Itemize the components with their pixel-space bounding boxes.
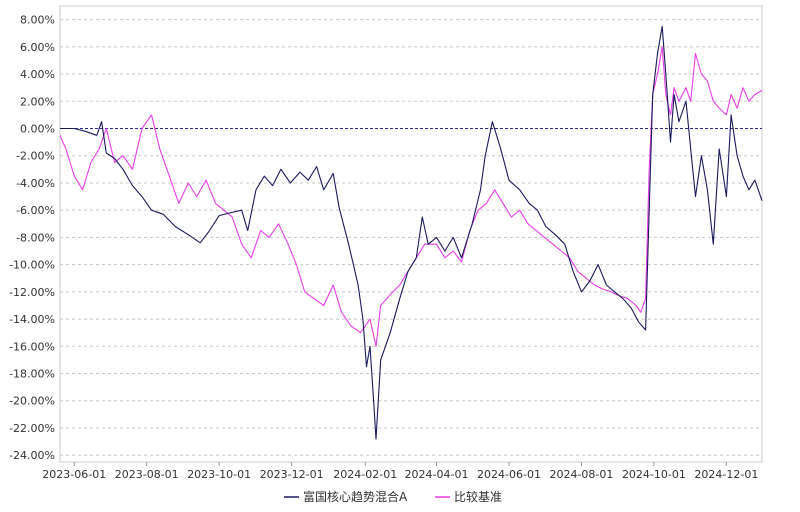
series-line-fund [60,25,763,440]
x-tick-label: 2023-06-01 [42,468,106,481]
y-tick-label: -6.00% [16,204,55,217]
y-tick-label: -12.00% [9,286,55,299]
x-tick-label: 2023-10-01 [187,468,251,481]
plot-frame [59,5,763,463]
x-axis: 2023-06-01 2023-08-01 2023-10-01 2023-12-01… [42,462,758,481]
y-tick-label: 6.00% [20,41,55,54]
legend-label-fund: 富国核心趋势混合A [303,489,408,504]
y-tick-label: -10.00% [9,259,55,272]
y-tick-label: 2.00% [20,95,55,108]
y-tick-label: -4.00% [16,177,55,190]
legend-label-benchmark: 比较基准 [454,489,502,504]
series-line-benchmark [59,46,763,347]
y-axis: 8.00% 6.00% 4.00% 2.00% 0.00% -2.00% -4.00% -6.… [9,14,55,463]
y-tick-label: -16.00% [9,340,55,353]
x-tick-label: 2024-10-01 [622,468,686,481]
x-tick-label: 2024-02-01 [333,468,397,481]
y-tick-label: -8.00% [16,231,55,244]
y-tick-label: 8.00% [20,14,55,27]
legend: 富国核心趋势混合A 比较基准 [284,489,502,504]
y-tick-label: -2.00% [16,150,55,163]
x-tick-label: 2024-04-01 [405,468,469,481]
y-tick-label: 0.00% [20,123,55,136]
y-tick-label: -18.00% [9,368,55,381]
y-tick-label: -22.00% [9,422,55,435]
series-layer [59,25,763,440]
y-tick-label: -20.00% [9,395,55,408]
x-tick-label: 2024-08-01 [549,468,613,481]
x-tick-label: 2024-12-01 [694,468,758,481]
y-tick-label: -24.00% [9,449,55,462]
x-tick-label: 2024-06-01 [477,468,541,481]
y-tick-label: -14.00% [9,313,55,326]
gridlines [60,19,762,456]
x-tick-label: 2023-08-01 [115,468,179,481]
y-tick-label: 4.00% [20,68,55,81]
x-tick-label: 2023-12-01 [260,468,324,481]
